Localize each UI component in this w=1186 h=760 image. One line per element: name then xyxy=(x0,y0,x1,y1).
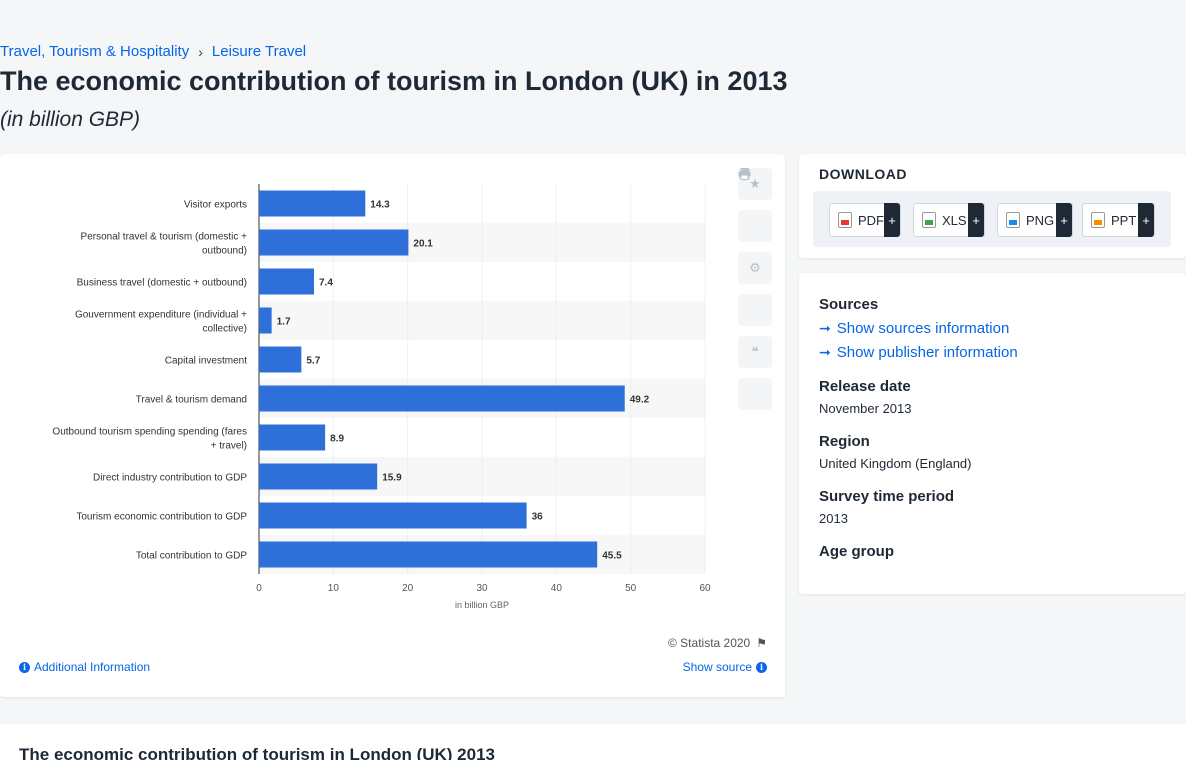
download-xls-button[interactable]: XLS + xyxy=(913,203,985,237)
bar-value-label: 15.9 xyxy=(382,473,402,484)
plus-icon: + xyxy=(968,203,984,237)
bar xyxy=(259,541,598,568)
download-pdf-button[interactable]: PDF + xyxy=(829,203,901,237)
x-tick-label: 40 xyxy=(551,583,563,594)
breadcrumb: Travel, Tourism & Hospitality › Leisure … xyxy=(0,43,306,60)
x-tick-label: 30 xyxy=(476,583,488,594)
bar xyxy=(259,190,366,217)
category-label: Business travel (domestic + outbound) xyxy=(77,278,247,289)
chart-toolbar: ★ ⚙ ❝ xyxy=(738,168,772,410)
bar-value-label: 5.7 xyxy=(306,356,320,367)
bar-value-label: 49.2 xyxy=(630,395,650,406)
bar-value-label: 8.9 xyxy=(330,434,344,445)
credit-text: © Statista 2020 xyxy=(668,636,751,650)
release-date-heading: Release date xyxy=(819,378,911,395)
chart-card: 14.3 Visitor exports 20.1 Personal travel &… xyxy=(0,154,785,697)
gear-icon[interactable]: ⚙ xyxy=(738,252,772,284)
download-ppt-label: PPT xyxy=(1111,212,1137,228)
share-icon[interactable] xyxy=(738,168,772,326)
bar xyxy=(259,463,378,490)
print-icon[interactable] xyxy=(738,168,772,410)
page-subtitle: (in billion GBP) xyxy=(0,108,141,131)
bottom-title: The economic contribution of tourism in … xyxy=(19,745,495,760)
bar-value-label: 14.3 xyxy=(370,200,390,211)
download-bar: PDF + XLS + PNG + PPT + xyxy=(813,191,1171,247)
star-icon[interactable]: ★ xyxy=(738,168,772,200)
arrow-right-icon: ➞ xyxy=(819,344,831,360)
bar-value-label: 7.4 xyxy=(319,278,333,289)
xls-file-icon xyxy=(922,212,936,228)
category-label: Capital investment xyxy=(165,356,247,367)
bar-chart: 14.3 Visitor exports 20.1 Personal travel &… xyxy=(52,184,711,610)
download-png-button[interactable]: PNG + xyxy=(997,203,1073,237)
download-title: DOWNLOAD xyxy=(819,166,907,182)
download-ppt-button[interactable]: PPT + xyxy=(1082,203,1155,237)
show-sources-link[interactable]: ➞ Show sources information xyxy=(819,320,1009,337)
download-pdf-label: PDF xyxy=(858,212,884,228)
info-icon: i xyxy=(756,661,767,673)
category-label: Gouvernment expenditure (individual + col… xyxy=(75,310,247,335)
bar xyxy=(259,268,315,295)
category-label: Tourism economic contribution to GDP xyxy=(76,512,247,523)
sources-card: Sources ➞ Show sources information ➞ Sho… xyxy=(799,273,1186,594)
category-label: Visitor exports xyxy=(184,200,247,211)
x-tick-label: 60 xyxy=(699,583,711,594)
bar xyxy=(259,424,326,451)
download-png-label: PNG xyxy=(1026,212,1055,228)
show-publisher-label: Show publisher information xyxy=(836,344,1018,361)
category-label: Outbound tourism spending spending (fare… xyxy=(52,427,247,452)
page-title: The economic contribution of tourism in … xyxy=(0,66,788,96)
x-tick-label: 50 xyxy=(625,583,637,594)
bar-value-label: 36 xyxy=(532,512,544,523)
bar-value-label: 1.7 xyxy=(277,317,291,328)
ppt-file-icon xyxy=(1091,212,1105,228)
arrow-right-icon: ➞ xyxy=(819,320,831,336)
bar-value-label: 20.1 xyxy=(413,239,433,250)
survey-period-value: 2013 xyxy=(819,511,848,526)
breadcrumb-separator: › xyxy=(198,43,203,60)
bar xyxy=(259,229,409,256)
bottom-card: The economic contribution of tourism in … xyxy=(0,724,1186,760)
x-axis-label: in billion GBP xyxy=(455,600,509,610)
sources-heading: Sources xyxy=(819,296,879,313)
pdf-file-icon xyxy=(838,212,852,228)
plus-icon: + xyxy=(1056,203,1072,237)
plus-icon: + xyxy=(884,203,900,237)
bar xyxy=(259,346,302,373)
bar-value-label: 45.5 xyxy=(602,551,622,562)
bell-icon[interactable] xyxy=(738,169,772,242)
additional-information-label: Additional Information xyxy=(34,660,151,674)
x-tick-label: 20 xyxy=(402,583,414,594)
show-source-link[interactable]: Show source i xyxy=(683,660,767,674)
flag-icon[interactable]: ⚑ xyxy=(756,636,767,650)
quote-icon[interactable]: ❝ xyxy=(738,336,772,368)
show-publisher-link[interactable]: ➞ Show publisher information xyxy=(819,344,1018,361)
show-source-label: Show source xyxy=(682,660,752,674)
region-heading: Region xyxy=(819,433,870,450)
download-xls-label: XLS xyxy=(942,212,967,228)
breadcrumb-item-travel[interactable]: Travel, Tourism & Hospitality xyxy=(0,43,190,60)
statista-credit: © Statista 2020 ⚑ xyxy=(668,636,767,650)
x-tick-label: 10 xyxy=(328,583,340,594)
survey-period-heading: Survey time period xyxy=(819,488,955,505)
bar xyxy=(259,385,625,412)
category-label: Direct industry contribution to GDP xyxy=(93,473,247,484)
bar xyxy=(259,502,527,529)
png-file-icon xyxy=(1006,212,1020,228)
x-tick-label: 0 xyxy=(256,583,262,594)
download-card: DOWNLOAD PDF + XLS + PNG + PPT + xyxy=(799,154,1186,258)
plus-icon: + xyxy=(1138,203,1154,237)
region-value: United Kingdom (England) xyxy=(819,456,972,471)
category-label: Travel & tourism demand xyxy=(136,395,247,406)
show-sources-label: Show sources information xyxy=(836,320,1010,337)
category-label: Total contribution to GDP xyxy=(136,551,247,562)
additional-information-link[interactable]: i Additional Information xyxy=(19,660,150,674)
release-date-value: November 2013 xyxy=(819,401,912,416)
top-bar xyxy=(0,0,1186,30)
category-label: Personal travel & tourism (domestic + out… xyxy=(81,232,248,257)
bar xyxy=(259,307,272,334)
info-icon: i xyxy=(19,661,30,673)
age-group-heading: Age group xyxy=(819,543,894,560)
breadcrumb-item-leisure-travel[interactable]: Leisure Travel xyxy=(211,43,307,60)
